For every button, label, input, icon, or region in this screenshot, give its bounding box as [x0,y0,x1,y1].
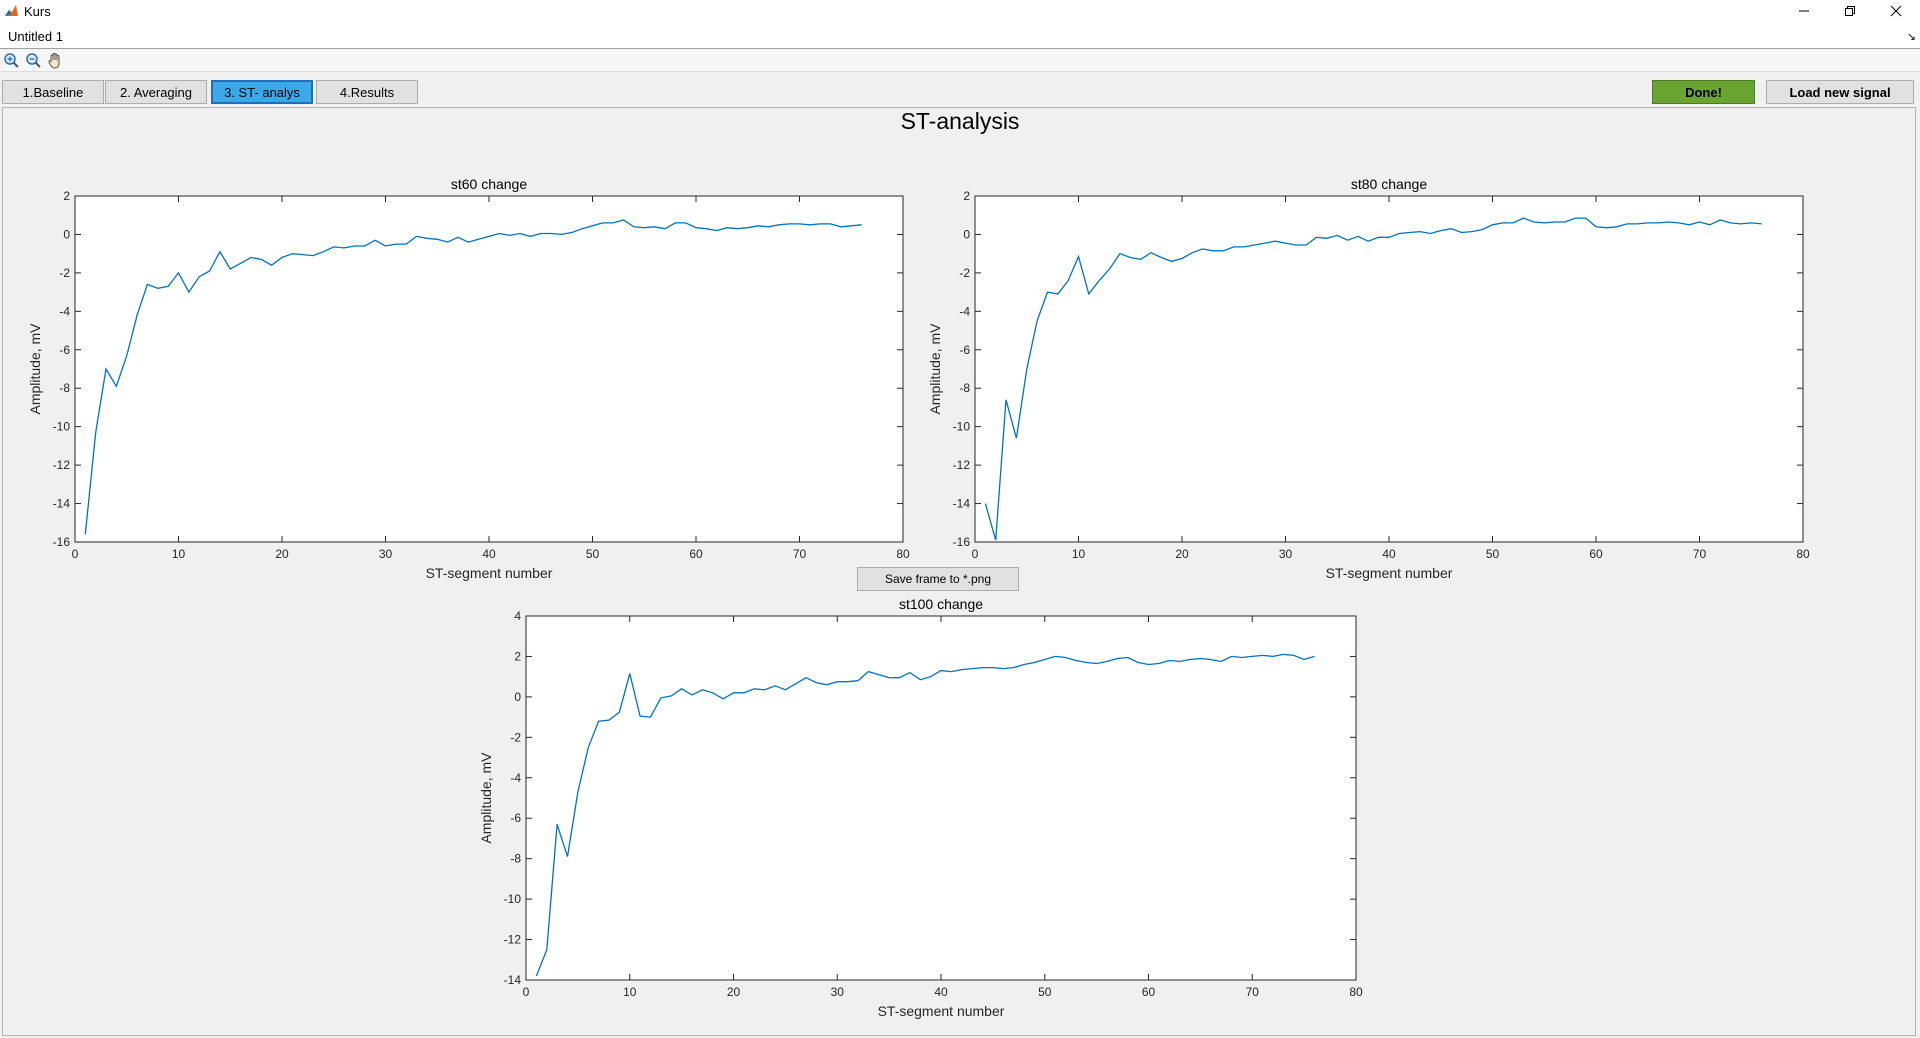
undock-icon[interactable]: ↘ [1906,31,1916,43]
tab-baseline[interactable]: 1.Baseline [2,80,104,104]
chart-1-x-tick-label: 80 [1796,547,1810,561]
chart-0-x-tick-label: 60 [689,547,703,561]
document-title: Untitled 1 [8,29,63,44]
window-title: Kurs [24,4,51,19]
chart-0-y-tick-label: 2 [63,189,70,203]
chart-0-y-tick-label: -10 [53,420,71,434]
figure-toolbar [0,50,1920,72]
chart-2-title: st100 change [899,596,983,612]
chart-2-y-tick-label: -2 [510,730,521,744]
chart-2-x-axis-label: ST-segment number [878,1003,1005,1019]
chart-2-x-tick-label: 80 [1349,985,1363,999]
chart-0-y-tick-label: -6 [59,343,70,357]
document-bar: Untitled 1 ↘ [0,24,1920,49]
chart-0-title: st60 change [451,176,527,192]
chart-2-x-tick-label: 50 [1038,985,1052,999]
chart-2-y-tick-label: 0 [514,690,521,704]
save-frame-button[interactable]: Save frame to *.png [857,567,1019,591]
chart-1-y-tick-label: -8 [959,381,970,395]
tab-st-analysis[interactable]: 3. ST- analys [211,80,313,104]
chart-0-x-tick-label: 40 [482,547,496,561]
done-button[interactable]: Done! [1652,80,1755,104]
chart-1-y-tick-label: -4 [959,304,970,318]
tab-averaging[interactable]: 2. Averaging [105,80,207,104]
chart-0-y-tick-label: -4 [59,304,70,318]
chart-2-y-tick-label: -6 [510,811,521,825]
chart-1-y-tick-label: -10 [953,420,971,434]
chart-1-plot-area [974,195,1804,543]
chart-1-x-axis-label: ST-segment number [1326,565,1453,581]
chart-2-x-tick-label: 10 [623,985,637,999]
chart-1-x-tick-label: 10 [1072,547,1086,561]
zoom-out-icon[interactable] [24,52,44,70]
chart-1-x-tick-label: 30 [1279,547,1293,561]
chart-0-series-line [84,219,862,535]
chart-0-x-tick-label: 80 [896,547,910,561]
chart-1-y-tick-label: 2 [963,189,970,203]
chart-2-series-line [535,653,1315,977]
chart-1-y-axis-label: Amplitude, mV [927,323,943,415]
chart-1-x-tick-label: 70 [1693,547,1707,561]
chart-2-y-tick-label: -12 [504,933,522,947]
chart-1-x-tick-label: 0 [972,547,979,561]
chart-1-x-tick-label: 40 [1382,547,1396,561]
chart-1-x-tick-label: 60 [1589,547,1603,561]
chart-1-y-tick-label: -6 [959,343,970,357]
page-title: ST-analysis [900,108,1020,134]
chart-0-y-axis-label: Amplitude, mV [27,323,43,415]
chart-0-y-tick-label: 0 [63,227,70,241]
matlab-icon [4,4,19,19]
chart-2-x-tick-label: 40 [934,985,948,999]
chart-1-x-tick-label: 50 [1486,547,1500,561]
chart-2-y-tick-label: 4 [514,609,521,623]
restore-icon[interactable] [1827,0,1873,22]
chart-2-y-tick-label: -10 [504,892,522,906]
chart-0-y-tick-label: -14 [53,497,71,511]
chart-0-x-tick-label: 70 [793,547,807,561]
chart-0-x-tick-label: 30 [379,547,393,561]
chart-0-y-tick-label: -16 [53,535,71,549]
tab-results[interactable]: 4.Results [316,80,418,104]
chart-1-y-tick-label: -14 [953,497,971,511]
chart-1-x-tick-label: 20 [1175,547,1189,561]
chart-0-x-tick-label: 0 [72,547,79,561]
chart-0-y-tick-label: -2 [59,266,70,280]
chart-0-y-tick-label: -8 [59,381,70,395]
load-new-signal-button[interactable]: Load new signal [1766,80,1914,104]
chart-1-y-tick-label: -12 [953,458,971,472]
minimize-icon[interactable] [1781,0,1827,22]
chart-0-x-tick-label: 20 [275,547,289,561]
chart-2-x-tick-label: 30 [831,985,845,999]
chart-0-x-tick-label: 10 [172,547,186,561]
zoom-in-icon[interactable] [2,52,22,70]
chart-1-y-tick-label: -16 [953,535,971,549]
pan-icon[interactable] [46,52,66,70]
chart-2-y-tick-label: -14 [504,973,522,987]
chart-2-y-tick-label: -8 [510,852,521,866]
chart-2-y-axis-label: Amplitude, mV [478,752,494,844]
chart-2-x-tick-label: 70 [1246,985,1260,999]
chart-2-y-tick-label: 2 [514,649,521,663]
chart-1-title: st80 change [1351,176,1427,192]
chart-0-y-tick-label: -12 [53,458,71,472]
chart-1-y-tick-label: -2 [959,266,970,280]
chart-2-x-tick-label: 0 [523,985,530,999]
window-titlebar: Kurs [0,0,1920,24]
chart-2-x-tick-label: 60 [1142,985,1156,999]
chart-1-y-tick-label: 0 [963,227,970,241]
chart-2-plot-area [525,615,1357,981]
chart-0-x-tick-label: 50 [586,547,600,561]
close-icon[interactable] [1873,0,1919,22]
chart-0-x-axis-label: ST-segment number [426,565,553,581]
chart-2-x-tick-label: 20 [727,985,741,999]
chart-0-plot-area [74,195,904,543]
chart-1-series-line [984,217,1762,541]
chart-2-y-tick-label: -4 [510,771,521,785]
